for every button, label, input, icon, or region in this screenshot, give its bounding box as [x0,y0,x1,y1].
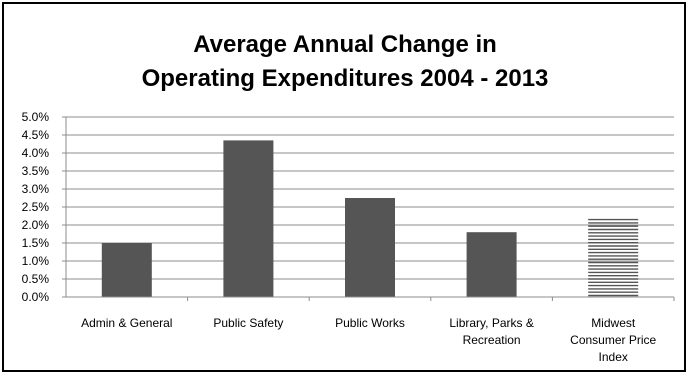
y-tick-label: 1.0% [22,254,50,268]
bar [345,198,395,297]
chart-frame [2,2,686,372]
bar-patterned [588,218,639,297]
y-tick-label: 0.5% [22,272,50,286]
x-axis-category-labels: Admin & General Public Safety Public Works… [81,316,656,364]
axes [62,116,675,301]
y-tick-label: 5.0% [22,110,50,124]
x-category-label: Public Works [335,316,405,330]
bar [223,140,274,297]
y-tick-label: 4.0% [22,146,50,160]
bar [466,232,517,297]
y-tick-label: 2.0% [22,218,50,232]
bar [101,243,152,297]
y-tick-label: 1.5% [22,236,50,250]
y-tick-label: 2.5% [22,200,50,214]
chart-title-line-1: Average Annual Change in [193,31,497,58]
y-tick-label: 4.5% [22,128,50,142]
x-category-label: Index [599,350,628,364]
bars [101,140,639,297]
y-axis-tick-labels: 0.0% 0.5% 1.0% 1.5% 2.0% 2.5% 3.0% 3.5% 4.0% 4.5%… [22,110,50,304]
chart-title-line-2: Operating Expenditures 2004 - 2013 [141,65,549,92]
x-category-label: Library, Parks & [449,316,533,330]
x-category-label: Public Safety [213,316,283,330]
y-tick-label: 3.5% [22,164,50,178]
y-tick-label: 3.0% [22,182,50,196]
x-category-label: Admin & General [81,316,172,330]
y-tick-label: 0.0% [22,290,50,304]
x-category-label: Midwest [591,316,636,330]
x-category-label: Recreation [463,333,521,347]
x-category-label: Consumer Price [570,333,656,347]
